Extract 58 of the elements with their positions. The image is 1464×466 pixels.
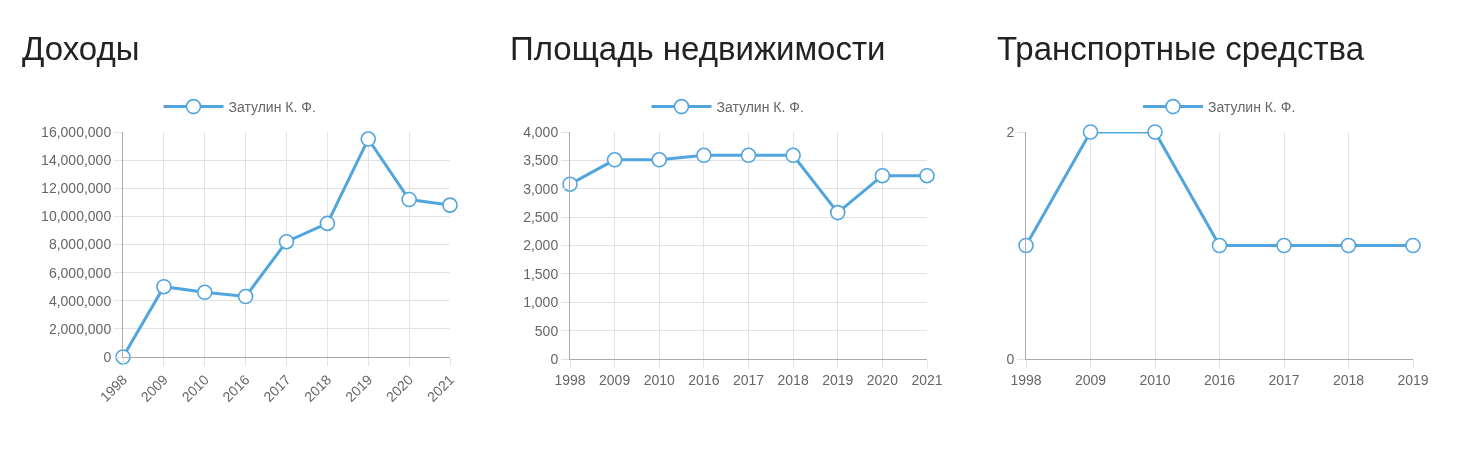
- x-tick-label: 2018: [1332, 371, 1365, 388]
- x-tick-label: 1998: [1010, 371, 1042, 388]
- point: [696, 147, 712, 164]
- y-tick-label: 16,000,000: [41, 123, 112, 140]
- chart-title: Транспортные средства: [997, 29, 1365, 67]
- point: [278, 233, 295, 250]
- y-tick-label: 3,000: [523, 180, 559, 197]
- y-tick-label: 4,000,000: [48, 292, 112, 309]
- point: [442, 197, 458, 213]
- point: [785, 147, 801, 164]
- y-tick-label: 2,000,000: [48, 320, 112, 337]
- point: [360, 131, 377, 147]
- y-tick-label: 2,500: [523, 209, 559, 226]
- x-tick-label: 2016: [1203, 371, 1236, 388]
- point: [156, 278, 172, 295]
- point: [874, 167, 891, 184]
- x-tick-label: 2016: [688, 371, 720, 388]
- legend-label: Затулин К. Ф.: [228, 99, 316, 116]
- x-tick-label: 2018: [777, 371, 809, 388]
- point: [606, 152, 623, 168]
- y-tick-label: 0: [1006, 350, 1015, 367]
- x-tick-label: 2021: [911, 371, 943, 388]
- x-tick-label: 2009: [599, 371, 631, 388]
- y-tick-label: 0: [550, 350, 559, 367]
- y-tick-label: 1,000: [523, 294, 559, 311]
- x-tick-label: 2017: [732, 371, 765, 388]
- x-tick-label: 2020: [866, 371, 899, 388]
- x-tick-label: 2010: [1139, 371, 1171, 388]
- y-tick-label: 1,500: [523, 265, 559, 282]
- y-tick-label: 0: [103, 348, 112, 365]
- point: [196, 284, 213, 301]
- point: [319, 215, 336, 232]
- y-tick-label: 3,500: [523, 152, 559, 169]
- point: [829, 204, 846, 221]
- y-tick-label: 2: [1006, 123, 1015, 140]
- y-tick-label: 6,000,000: [48, 264, 112, 281]
- chart-title: Площадь недвижимости: [510, 29, 886, 67]
- chart-title: Доходы: [22, 29, 140, 67]
- point: [919, 167, 935, 184]
- x-tick-label: 2017: [1268, 371, 1300, 388]
- x-tick-label: 1998: [554, 371, 586, 388]
- y-tick-label: 8,000,000: [48, 236, 112, 253]
- y-tick-label: 500: [534, 322, 559, 339]
- point: [401, 191, 417, 208]
- y-tick-label: 12,000,000: [41, 180, 112, 197]
- x-tick-label: 2019: [822, 371, 854, 388]
- point: [651, 152, 668, 168]
- y-tick-label: 10,000,000: [41, 208, 112, 225]
- legend-label: Затулин К. Ф.: [716, 99, 804, 116]
- point: [237, 288, 254, 305]
- y-tick-label: 4,000: [523, 123, 559, 140]
- y-tick-label: 2,000: [523, 237, 559, 254]
- x-tick-label: 2010: [643, 371, 676, 388]
- point: [740, 147, 757, 164]
- x-tick-label: 2019: [1397, 371, 1429, 388]
- x-tick-label: 2009: [1074, 371, 1107, 388]
- y-tick-label: 14,000,000: [41, 152, 112, 169]
- legend-label: Затулин К. Ф.: [1208, 99, 1296, 116]
